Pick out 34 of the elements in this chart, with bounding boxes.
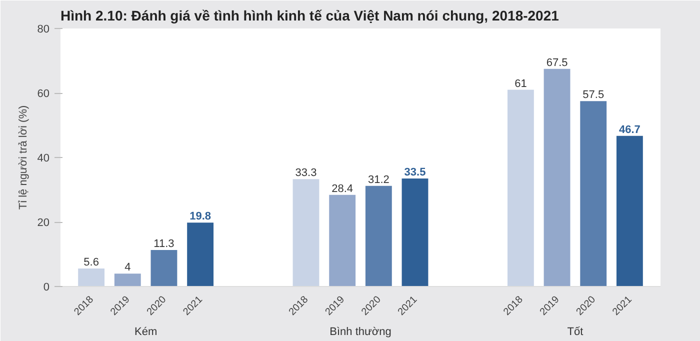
bar [580,101,607,286]
bar [365,186,392,286]
y-tick-label: 20 [37,217,50,229]
data-label: 33.5 [404,166,426,178]
data-label: 67.5 [546,56,568,69]
x-tick-label: Kém [134,326,158,338]
bar [292,179,320,286]
data-label: 28.4 [332,182,354,195]
y-axis-title: Tỉ lệ người trả lời (%) [17,105,30,210]
data-label: 57.5 [582,89,604,102]
data-label: 31.2 [368,174,390,186]
bar [507,90,534,286]
y-tick-label: 80 [37,24,50,36]
bar [544,68,570,286]
data-label: 4 [124,262,131,274]
bar [114,274,141,286]
data-label: 46.7 [618,124,640,136]
data-label: 61 [514,78,527,90]
bar [150,250,178,286]
data-label: 11.3 [154,238,174,250]
data-label: 33.3 [295,167,317,180]
data-label: 19.8 [190,210,212,223]
chart-title: Hình 2.10: Đánh giá về tình hình kinh tế của Việt Nam nói chung, 2018-2021 [60,8,560,24]
bar [78,268,105,286]
y-tick-label: 40 [37,152,50,164]
data-label: 5.6 [84,256,99,268]
bar [187,222,214,286]
y-tick-label: 0 [43,282,50,294]
bar [329,194,356,286]
bar [616,136,643,286]
bar [402,178,428,286]
y-tick-label: 60 [37,88,50,100]
x-tick-label: Bình thường [330,326,392,338]
x-tick-label: Tốt [567,326,584,338]
